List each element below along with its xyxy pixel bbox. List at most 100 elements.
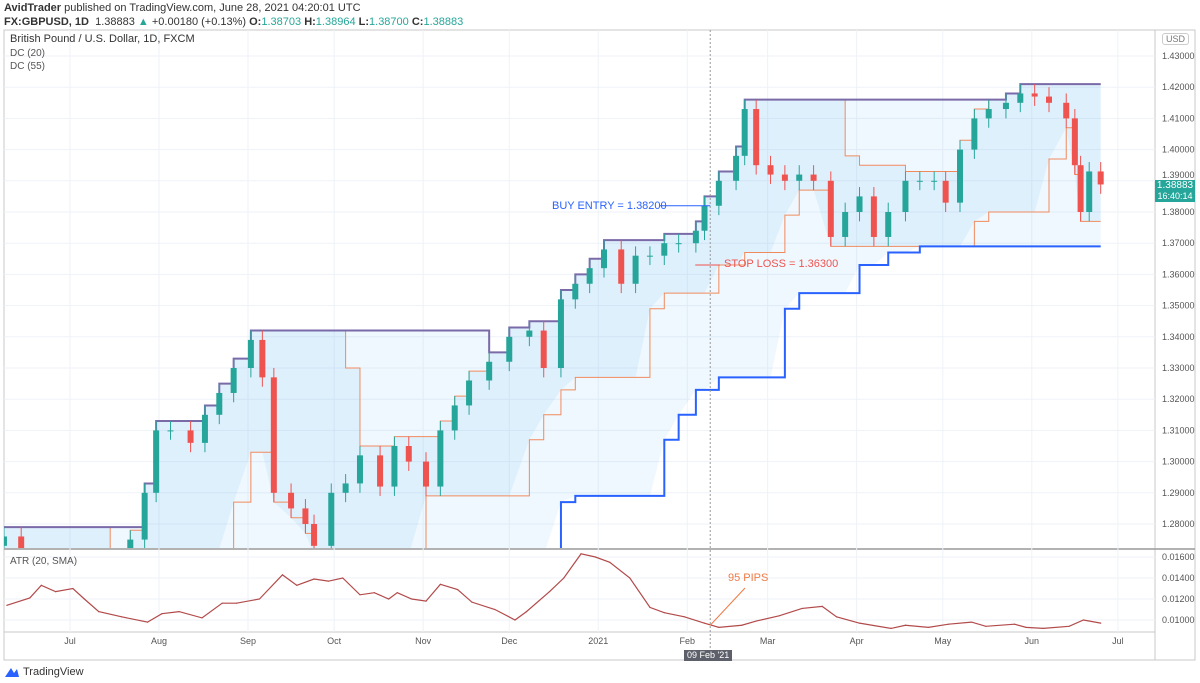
atr-point [890, 627, 892, 630]
low-label: L: [358, 16, 370, 28]
candle-body [842, 212, 849, 237]
candle-body [153, 430, 160, 493]
candle-body [76, 618, 82, 619]
candle-body [270, 377, 277, 493]
time-tick-label: Jul [64, 636, 76, 646]
price-tick-label: 1.34000 [1162, 332, 1195, 342]
time-tick-label: Oct [327, 636, 342, 646]
candle-body [902, 180, 909, 212]
time-tick-label: Nov [415, 636, 432, 646]
price-tick-label: 1.39000 [1162, 170, 1195, 180]
candle-body [506, 336, 513, 362]
atr-point [970, 621, 973, 623]
candle-body [632, 255, 639, 284]
atr-point [98, 611, 100, 613]
price-tick-label: 1.35000 [1162, 301, 1195, 311]
legend-dc55[interactable]: DC (55) [10, 61, 46, 72]
atr-point [425, 600, 427, 602]
price-change: +0.00180 (+0.13%) [151, 16, 247, 28]
atr-tick-label: 0.01400 [1162, 573, 1195, 583]
candle-body [741, 109, 748, 156]
atr-point [755, 620, 757, 622]
atr-point [683, 616, 685, 618]
candle-body [931, 180, 938, 182]
candle-body [230, 368, 237, 393]
dc55-fill [4, 84, 1101, 548]
atr-point [985, 625, 987, 627]
atr-point [1013, 623, 1016, 625]
time-tick-label: Jul [1112, 636, 1124, 646]
atr-point [373, 592, 375, 594]
atr-point [29, 597, 31, 599]
time-tick-label: Mar [760, 636, 776, 646]
time-tick-label: Sep [240, 636, 256, 646]
currency-badge[interactable]: USD [1162, 33, 1190, 45]
author[interactable]: AvidTrader [4, 2, 62, 14]
tradingview-logo[interactable]: TradingView [4, 666, 84, 678]
time-tick-label: Aug [151, 636, 167, 646]
candle-body [187, 430, 194, 443]
candle-body [437, 430, 444, 487]
atr-point [594, 556, 596, 558]
price-tick-label: 1.30000 [1162, 457, 1195, 467]
candle-body [781, 174, 788, 181]
price-tick-label: 1.33000 [1162, 363, 1195, 373]
candle-body [916, 180, 923, 182]
candle-body [557, 299, 564, 368]
candle-body [141, 492, 148, 540]
atr-point [456, 588, 459, 591]
atr-point [1068, 625, 1070, 627]
dc55-lower-line [559, 245, 1101, 548]
symbol: FX:GBPUSD, 1D [4, 16, 89, 28]
stop-loss-label: STOP LOSS = 1.36300 [724, 258, 839, 270]
atr-point [178, 611, 180, 613]
price-tick-label: 1.32000 [1162, 394, 1195, 404]
atr-point [609, 561, 611, 563]
price-tick-label: 1.42000 [1162, 82, 1195, 92]
atr-point [927, 626, 930, 628]
atr-point [72, 587, 74, 590]
atr-point [313, 578, 315, 580]
atr-point [514, 619, 516, 621]
atr-point [6, 604, 8, 606]
atr-point [471, 601, 473, 603]
close-value: 1.38883 [423, 16, 464, 28]
candle-body [526, 330, 533, 337]
atr-point [161, 613, 163, 615]
last-price: 1.38883 [95, 16, 135, 28]
atr-point [388, 598, 390, 600]
symbol-info: FX:GBPUSD, 1D 1.38883 ▲ +0.00180 (+0.13%… [4, 16, 463, 28]
atr-point [359, 594, 361, 596]
atr-point [563, 577, 565, 579]
legend-atr[interactable]: ATR (20, SMA) [10, 556, 78, 567]
atr-point [1025, 626, 1027, 628]
pips-label: 95 PIPS [728, 572, 769, 584]
candle-body [572, 283, 579, 300]
candle-body [733, 155, 740, 181]
candle-body [18, 536, 25, 548]
price-tag: 1.38883 16:40:14 [1155, 180, 1195, 202]
candle-body [675, 243, 682, 245]
candle-body [701, 205, 708, 231]
low-value: 1.38700 [369, 16, 409, 28]
candle-body [1017, 93, 1024, 103]
candle-body [753, 109, 760, 166]
time-tick-label: Jun [1025, 636, 1040, 646]
candle-body [827, 180, 834, 237]
candle-body [302, 508, 309, 524]
atr-point [296, 584, 298, 586]
price-tick-label: 1.28000 [1162, 519, 1195, 529]
atr-point [201, 617, 203, 619]
open-label: O: [249, 16, 262, 28]
atr-point [718, 626, 720, 628]
candle-body [216, 392, 223, 415]
price-tick-label: 1.36000 [1162, 269, 1195, 279]
candle-body [1097, 171, 1104, 185]
candle-body [328, 492, 335, 546]
legend-dc20[interactable]: DC (20) [10, 48, 46, 59]
atr-point [1100, 622, 1102, 624]
candle-body [4, 536, 7, 546]
atr-line [6, 553, 1101, 630]
time-tick-label: Dec [501, 636, 518, 646]
